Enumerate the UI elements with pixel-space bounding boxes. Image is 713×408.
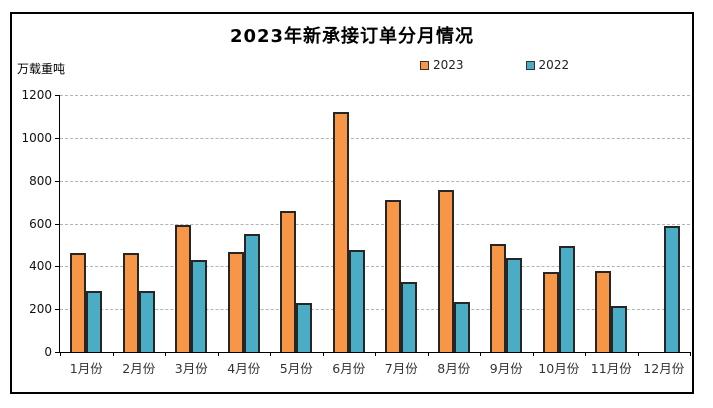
legend-label-2022: 2022 <box>538 58 570 72</box>
gridline-600 <box>60 223 690 225</box>
y-axis-unit-label: 万载重吨 <box>17 62 66 76</box>
bar-2023-9月份 <box>490 244 507 352</box>
legend-swatch-2022 <box>525 60 535 70</box>
x-tick-mark-10 <box>585 352 586 356</box>
bar-2023-6月份 <box>332 112 349 352</box>
legend-swatch-2023 <box>420 60 429 70</box>
bar-2022-3月份 <box>191 260 208 352</box>
y-tick-mark-0 <box>55 352 60 353</box>
x-tick-mark-5 <box>322 352 324 356</box>
chart-frame: 2023年新承接订单分月情况 万载重吨 2023 2022 0 200 400 600… <box>10 12 694 394</box>
legend-item-2022: 2022 <box>525 58 570 72</box>
bar-2023-10月份 <box>542 272 559 352</box>
bar-2023-8月份 <box>437 190 454 352</box>
x-tick-label-8月份: 8月份 <box>437 361 471 376</box>
bar-2023-7月份 <box>385 200 402 352</box>
x-tick-mark-4 <box>270 352 271 356</box>
bar-2022-6月份 <box>348 250 365 352</box>
x-tick-label-12月份: 12月份 <box>643 361 685 376</box>
y-tick-mark-1000 <box>55 137 60 139</box>
y-tick-label-200: 200 <box>29 302 52 317</box>
bar-2023-2月份 <box>122 253 139 352</box>
gridline-1000 <box>60 137 690 139</box>
y-tick-label-1000: 1000 <box>21 130 52 145</box>
legend: 2023 2022 <box>420 58 569 72</box>
bar-2022-5月份 <box>296 303 313 352</box>
bar-2022-2月份 <box>138 291 155 352</box>
y-tick-label-1200: 1200 <box>21 88 52 102</box>
bar-2023-1月份 <box>70 253 87 352</box>
x-tick-mark-11 <box>637 352 639 356</box>
x-tick-mark-6 <box>375 352 376 356</box>
y-tick-mark-400 <box>55 266 60 268</box>
x-tick-label-5月份: 5月份 <box>279 361 313 376</box>
x-tick-label-3月份: 3月份 <box>174 361 208 376</box>
chart-title: 2023年新承接订单分月情况 <box>229 26 475 47</box>
x-tick-mark-8 <box>480 352 481 356</box>
x-tick-label-9月份: 9月份 <box>489 361 523 376</box>
bar-2022-10月份 <box>558 246 575 352</box>
x-tick-mark-12 <box>690 352 691 356</box>
y-tick-label-800: 800 <box>29 173 52 188</box>
gridline-800 <box>60 180 690 182</box>
y-tick-label-400: 400 <box>29 259 52 274</box>
y-tick-label-0: 0 <box>44 345 52 359</box>
bar-2022-7月份 <box>401 282 418 352</box>
bar-2023-4月份 <box>227 252 244 352</box>
bar-2023-11月份 <box>595 271 612 352</box>
bar-2023-5月份 <box>280 211 297 352</box>
gridline-1200 <box>60 95 690 96</box>
x-tick-label-2月份: 2月份 <box>122 361 156 376</box>
x-tick-mark-9 <box>532 352 534 356</box>
x-tick-label-1月份: 1月份 <box>69 361 103 376</box>
bar-2023-3月份 <box>175 225 192 352</box>
legend-label-2023: 2023 <box>433 58 464 72</box>
bar-2022-8月份 <box>453 302 470 352</box>
x-tick-mark-2 <box>165 352 166 356</box>
y-tick-mark-1200 <box>55 95 60 96</box>
x-tick-label-4月份: 4月份 <box>227 361 261 376</box>
gridline-400 <box>60 266 690 268</box>
x-tick-label-10月份: 10月份 <box>538 361 580 376</box>
bar-2022-1月份 <box>86 291 103 352</box>
bar-2022-11月份 <box>611 306 628 352</box>
y-tick-mark-200 <box>55 309 60 311</box>
x-tick-mark-1 <box>112 352 114 356</box>
bar-2022-9月份 <box>506 258 523 352</box>
x-tick-mark-3 <box>217 352 219 356</box>
y-tick-label-600: 600 <box>29 216 52 231</box>
x-tick-label-11月份: 11月份 <box>590 361 632 376</box>
plot-area: 0 200 400 600 800 1000 1200 1月份 2月份 3月份 4月份 5月份 6月份 7… <box>21 88 691 376</box>
bar-2022-4月份 <box>243 234 260 352</box>
bar-2022-12月份 <box>663 226 680 352</box>
x-tick-label-6月份: 6月份 <box>332 361 366 376</box>
x-tick-mark-7 <box>427 352 429 356</box>
y-tick-mark-800 <box>55 180 60 182</box>
y-tick-mark-600 <box>55 223 60 225</box>
x-tick-mark-0 <box>60 352 61 356</box>
legend-item-2023: 2023 <box>420 58 464 72</box>
x-tick-label-7月份: 7月份 <box>384 361 418 376</box>
gridline-200 <box>60 309 690 311</box>
